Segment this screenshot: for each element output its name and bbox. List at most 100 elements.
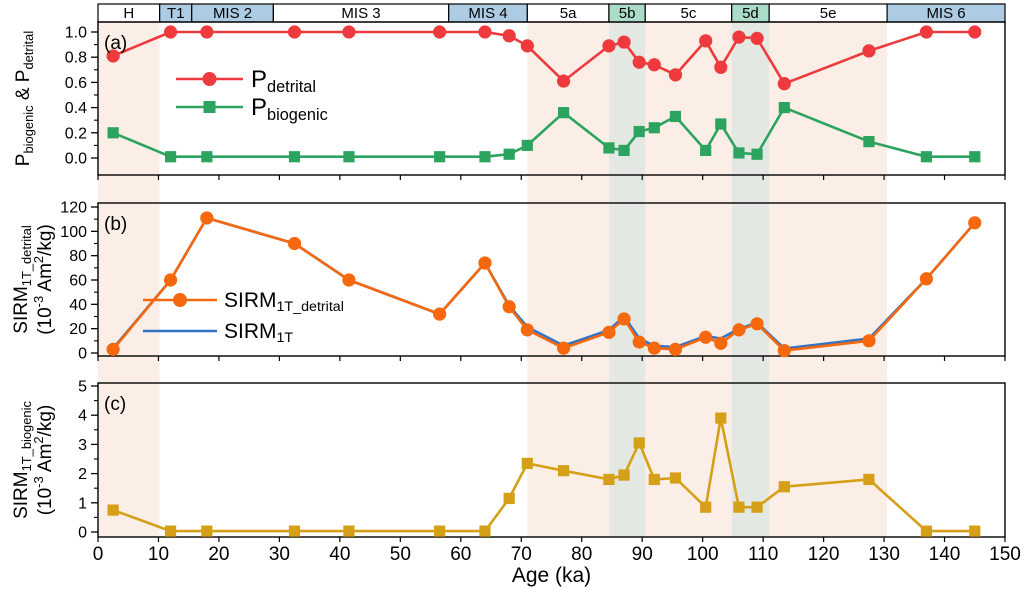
p-biogenic-marker <box>434 151 446 163</box>
x-tick-label: 20 <box>208 544 229 565</box>
series-sirm-1t-detrital <box>106 211 982 358</box>
mis-segment-label-mis-2: MIS 2 <box>213 5 252 22</box>
x-tick-label: 90 <box>632 544 653 565</box>
legend-label-sirm-1t-detrital: SIRM1T_detrital <box>224 289 344 315</box>
sirm-1t-detrital-marker <box>919 272 933 286</box>
p-biogenic-marker <box>751 148 763 160</box>
mis-stage-bar: H T1 MIS 2 MIS 3 MIS 4 5a 5b 5c 5d 5e MIS 6 <box>97 3 1006 23</box>
p-biogenic-marker <box>778 102 790 114</box>
mis-segment-label-5e: 5e <box>820 5 837 22</box>
sirm-1t-biogenic-marker <box>521 457 533 469</box>
x-tick-label: 40 <box>329 544 350 565</box>
sirm-1t-biogenic-marker <box>733 501 745 513</box>
p-detrital-marker <box>556 74 571 88</box>
sirm-1t-detrital-marker <box>478 256 492 270</box>
y-tick-label: 120 <box>60 200 87 217</box>
sirm-1t-biogenic-marker <box>107 504 119 516</box>
sirm-1t-biogenic-marker <box>648 473 660 486</box>
p-biogenic-marker <box>648 122 660 134</box>
panel-c-frame <box>97 382 1006 538</box>
sirm-1t-biogenic-marker <box>603 473 615 486</box>
panel-c-y-axis: 0 1 2 3 4 5 <box>78 379 98 542</box>
p-detrital-marker <box>647 58 661 72</box>
sirm-1t-detrital-marker <box>777 343 791 358</box>
p-detrital-marker <box>777 77 791 91</box>
stage-bands <box>98 22 888 537</box>
y-tick-label: 100 <box>60 224 87 241</box>
x-tick-label: 0 <box>93 544 104 565</box>
panel-b-y-title-line1: SIRM1T_detrital <box>11 225 34 333</box>
y-tick-label: 3 <box>78 437 87 454</box>
y-tick-label: 0.4 <box>65 100 87 117</box>
p-detrital-marker <box>342 25 356 39</box>
sirm-1t-detrital-marker <box>106 342 120 356</box>
panel-b-letter: (b) <box>104 214 127 235</box>
y-tick-label: 0 <box>78 346 87 363</box>
p-detrital-marker <box>632 55 646 69</box>
sirm-1t-biogenic-marker <box>700 501 712 513</box>
p-detrital-marker <box>862 44 876 58</box>
mis-segment-label-mis-4: MIS 4 <box>468 5 507 22</box>
p-biogenic-marker <box>603 142 615 154</box>
panel-c-y-title-line2: (10-3 Am2/kg) <box>31 405 56 516</box>
x-tick-label: 50 <box>390 544 411 565</box>
sirm-1t-detrital-marker <box>668 342 683 356</box>
sirm-1t-detrital-marker <box>647 341 661 355</box>
panel-a-y-axis: 0.0 0.2 0.4 0.6 0.8 1.0 <box>65 25 98 168</box>
y-tick-label: 20 <box>69 321 87 338</box>
band-grey <box>608 22 646 537</box>
p-biogenic-marker <box>479 151 491 163</box>
legend-label-p-biogenic: Pbiogenic <box>251 94 328 124</box>
x-tick-label: 60 <box>450 544 471 565</box>
sirm-1t-biogenic-marker <box>669 472 682 484</box>
sirm-1t-detrital-marker <box>502 300 516 314</box>
panel-b: 020406080100120(b)SIRM1T_detritalSIRM1TS… <box>11 200 1006 363</box>
series-p-detrital <box>106 25 982 91</box>
p-detrital-marker <box>617 35 631 49</box>
x-tick-label: 120 <box>808 544 840 565</box>
p-biogenic-marker <box>733 147 745 159</box>
sirm-1t-biogenic-marker <box>479 525 491 537</box>
sirm-1t-detrital-marker <box>699 330 713 344</box>
p-detrital-marker <box>919 25 933 39</box>
p-biogenic-marker <box>343 151 355 163</box>
panel-a-frame <box>97 21 1006 176</box>
y-tick-label: 40 <box>69 297 87 314</box>
legend-marker-p-detrital <box>202 72 217 86</box>
sirm-1t-biogenic-marker <box>969 525 981 537</box>
sirm-1t-detrital-marker <box>342 273 356 287</box>
sirm-1t-biogenic-marker <box>633 437 645 449</box>
x-tick-label: 80 <box>571 544 592 565</box>
y-tick-label: 0.0 <box>65 151 87 168</box>
panel-c-x-ticks <box>97 537 1006 542</box>
p-detrital-marker <box>668 68 683 82</box>
y-tick-label: 80 <box>69 248 87 265</box>
p-detrital-marker <box>200 25 214 39</box>
p-biogenic-marker <box>107 127 119 139</box>
y-tick-label: 2 <box>78 466 87 483</box>
legend-marker-sirm-1t-detrital <box>173 293 187 307</box>
y-tick-label: 0.8 <box>65 50 87 67</box>
p-detrital-marker <box>602 39 616 53</box>
y-tick-label: 0.6 <box>65 75 87 92</box>
p-biogenic-marker <box>920 151 932 163</box>
p-biogenic-marker <box>669 110 682 123</box>
p-detrital-marker <box>699 34 713 48</box>
sirm-1t-detrital-marker <box>617 312 631 326</box>
x-tick-label: 140 <box>929 544 961 565</box>
x-tick-label: 100 <box>687 544 719 565</box>
sirm-1t-biogenic-marker <box>503 492 515 505</box>
x-axis-labels: 0 10 20 30 40 50 60 70 80 90 100 110 120 130 140 150 Age… <box>93 544 1021 587</box>
y-tick-label: 1.0 <box>65 25 87 42</box>
legend-marker-p-biogenic <box>203 101 216 113</box>
sirm-1t-detrital-marker <box>287 236 302 251</box>
p-biogenic-marker <box>969 151 981 163</box>
mis-segment-label-5a: 5a <box>560 5 577 22</box>
panel-c-letter: (c) <box>104 394 126 415</box>
x-tick-label: 130 <box>868 544 900 565</box>
mis-segment-label-mis-6: MIS 6 <box>926 5 965 22</box>
mis-segment-label-5c: 5c <box>681 5 697 22</box>
band-pink <box>98 22 160 537</box>
